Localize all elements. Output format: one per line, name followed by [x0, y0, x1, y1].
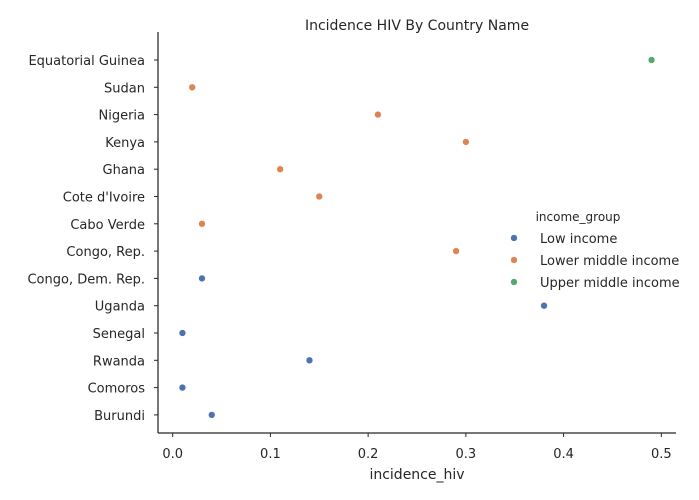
- plot-area: [178, 56, 656, 419]
- y-tick-label: Congo, Dem. Rep.: [27, 272, 145, 287]
- legend-label: Low income: [540, 232, 617, 247]
- x-tick-label: 0.0: [162, 447, 183, 462]
- y-tick-label: Kenya: [105, 136, 145, 151]
- y-tick-label: Senegal: [93, 327, 145, 342]
- y-tick-label: Ghana: [103, 163, 146, 178]
- y-tick-label: Equatorial Guinea: [28, 54, 145, 69]
- y-tick-label: Cote d'Ivoire: [63, 191, 145, 206]
- x-tick-label: 0.4: [553, 447, 574, 462]
- data-point: [178, 329, 187, 337]
- data-point: [647, 56, 656, 64]
- y-tick-label: Congo, Rep.: [66, 245, 145, 260]
- y-tick-label: Burundi: [94, 409, 145, 424]
- y-tick-label: Nigeria: [98, 109, 145, 124]
- x-tick-label: 0.5: [651, 447, 672, 462]
- data-point: [452, 247, 460, 255]
- y-tick-label: Cabo Verde: [70, 218, 145, 233]
- x-tick-labels: 0.0 0.1 0.2 0.3 0.4 0.5: [162, 433, 672, 462]
- y-tick-label: Comoros: [88, 382, 146, 397]
- y-tick-label: Sudan: [104, 81, 145, 96]
- legend-marker: [510, 256, 518, 264]
- data-point: [276, 165, 284, 173]
- x-tick-label: 0.3: [456, 447, 477, 462]
- chart-title: Incidence HIV By Country Name: [305, 18, 529, 34]
- data-point: [208, 411, 216, 419]
- legend-marker: [510, 278, 518, 286]
- data-point: [462, 138, 470, 146]
- data-point: [198, 274, 206, 283]
- x-tick-label: 0.1: [260, 447, 281, 462]
- data-point: [198, 220, 206, 228]
- data-point: [188, 83, 196, 91]
- legend-title: income_group: [536, 210, 621, 224]
- legend-label: Lower middle income: [540, 254, 679, 269]
- data-point: [305, 356, 314, 364]
- data-point: [178, 383, 187, 392]
- legend: income_group Low income Lower middle inco…: [510, 210, 680, 291]
- x-tick-label: 0.2: [358, 447, 379, 462]
- legend-label: Upper middle income: [540, 276, 680, 291]
- data-point: [540, 302, 548, 310]
- legend-marker: [510, 234, 518, 242]
- data-point: [315, 192, 323, 201]
- y-tick-label: Rwanda: [93, 354, 145, 369]
- y-tick-label: Uganda: [95, 300, 145, 315]
- data-point: [374, 110, 382, 119]
- y-tick-labels: Equatorial Guinea Sudan Nigeria Kenya Ghana C…: [27, 54, 158, 424]
- x-axis-label: incidence_hiv: [369, 467, 464, 483]
